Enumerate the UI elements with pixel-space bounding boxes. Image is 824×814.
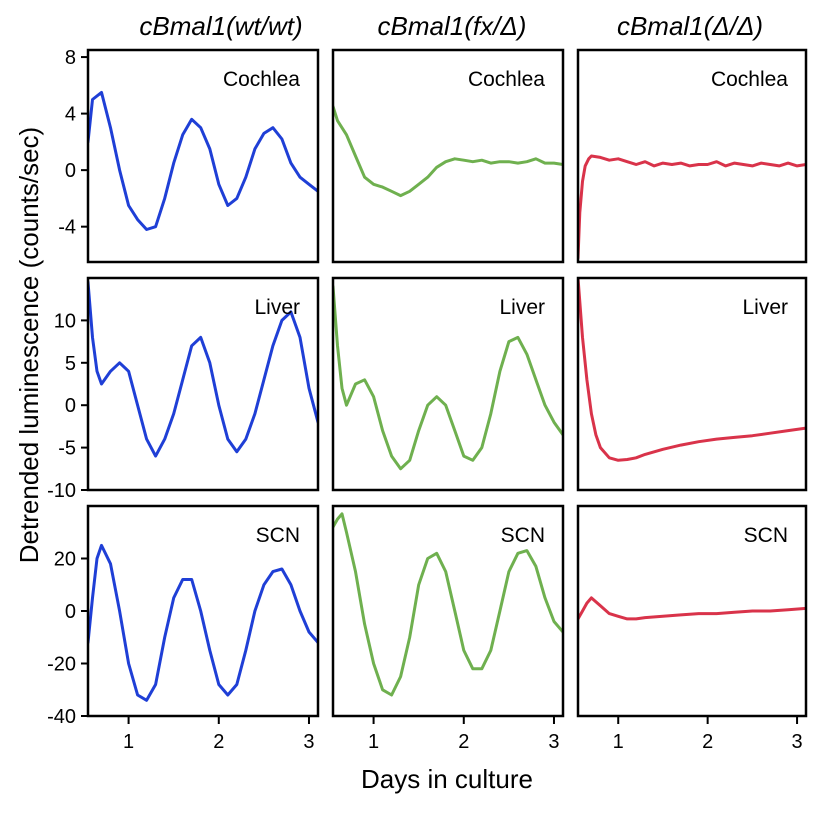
y-tick-label: 8 <box>65 47 76 69</box>
panel-cochlea-2: Cochlea <box>576 48 808 264</box>
series-line-liver-0 <box>88 280 318 458</box>
panel-frame <box>86 276 320 492</box>
x-tick-label: 2 <box>702 731 713 753</box>
y-tick-label: 0 <box>65 601 76 623</box>
panel-label: Liver <box>254 296 300 319</box>
series-line-scn-1 <box>333 512 563 697</box>
y-axis-title: Detrended luminescence (counts/sec) <box>14 127 44 563</box>
y-tick-label: -4 <box>58 217 76 239</box>
panel-label: Liver <box>742 296 788 319</box>
series-line-cochlea-2 <box>578 154 806 260</box>
x-tick-label: 2 <box>213 731 224 753</box>
x-tick-label: 3 <box>791 731 802 753</box>
panel-frame <box>576 504 808 718</box>
panel-label: SCN <box>744 524 788 547</box>
y-tick-label: 20 <box>54 549 76 571</box>
y-tick-label: 0 <box>65 160 76 182</box>
x-axis-title: Days in culture <box>361 764 533 794</box>
panel-label: Liver <box>499 296 545 319</box>
y-tick-label: -10 <box>47 480 76 502</box>
panel-scn-1: SCN 1 2 3 <box>331 504 565 753</box>
panel-liver-1: Liver <box>331 276 565 492</box>
y-tick-label: -40 <box>47 706 76 728</box>
panel-label: Cochlea <box>711 68 788 91</box>
panel-liver-0: Liver 10 5 0 -5 -10 <box>47 276 320 502</box>
panel-frame <box>86 48 320 264</box>
y-tick-label: 0 <box>65 395 76 417</box>
column-title-wt: cBmal1(wt/wt) <box>139 11 302 41</box>
column-titles: cBmal1(wt/wt) cBmal1(fx/Δ) cBmal1(Δ/Δ) <box>139 11 763 41</box>
y-tick-label: -20 <box>47 654 76 676</box>
x-tick-label: 1 <box>123 731 134 753</box>
x-tick-label: 1 <box>368 731 379 753</box>
panel-frame <box>576 276 808 492</box>
x-tick-label: 3 <box>303 731 314 753</box>
y-tick-label: 4 <box>65 104 76 126</box>
panel-label: Cochlea <box>223 68 300 91</box>
series-line-scn-2 <box>578 596 806 621</box>
panel-frame <box>331 276 565 492</box>
series-line-cochlea-1 <box>333 105 563 198</box>
panel-cochlea-1: Cochlea <box>331 48 565 264</box>
x-tick-label: 1 <box>613 731 624 753</box>
y-tick-label: 10 <box>54 310 76 332</box>
x-tick-label: 2 <box>458 731 469 753</box>
series-line-scn-0 <box>88 543 318 702</box>
y-tick-label: -5 <box>58 438 76 460</box>
y-tick-label: 5 <box>65 353 76 375</box>
panel-frame <box>576 48 808 264</box>
x-tick-label: 3 <box>548 731 559 753</box>
column-title-fx: cBmal1(fx/Δ) <box>378 11 527 41</box>
series-line-cochlea-0 <box>88 90 318 231</box>
panel-scn-2: SCN 1 2 3 <box>576 504 808 753</box>
panel-label: SCN <box>256 524 300 547</box>
series-line-liver-1 <box>333 285 563 471</box>
panel-cochlea-0: Cochlea 8 4 0 -4 <box>58 47 320 264</box>
panel-label: Cochlea <box>468 68 545 91</box>
panel-label: SCN <box>501 524 545 547</box>
panel-liver-2: Liver <box>576 276 808 492</box>
panel-frame <box>331 504 565 718</box>
series-line-liver-2 <box>578 278 806 462</box>
panel-scn-0: SCN 20 0 -20 -40 1 2 3 <box>47 504 320 753</box>
column-title-delta: cBmal1(Δ/Δ) <box>617 11 763 41</box>
panel-frame <box>331 48 565 264</box>
